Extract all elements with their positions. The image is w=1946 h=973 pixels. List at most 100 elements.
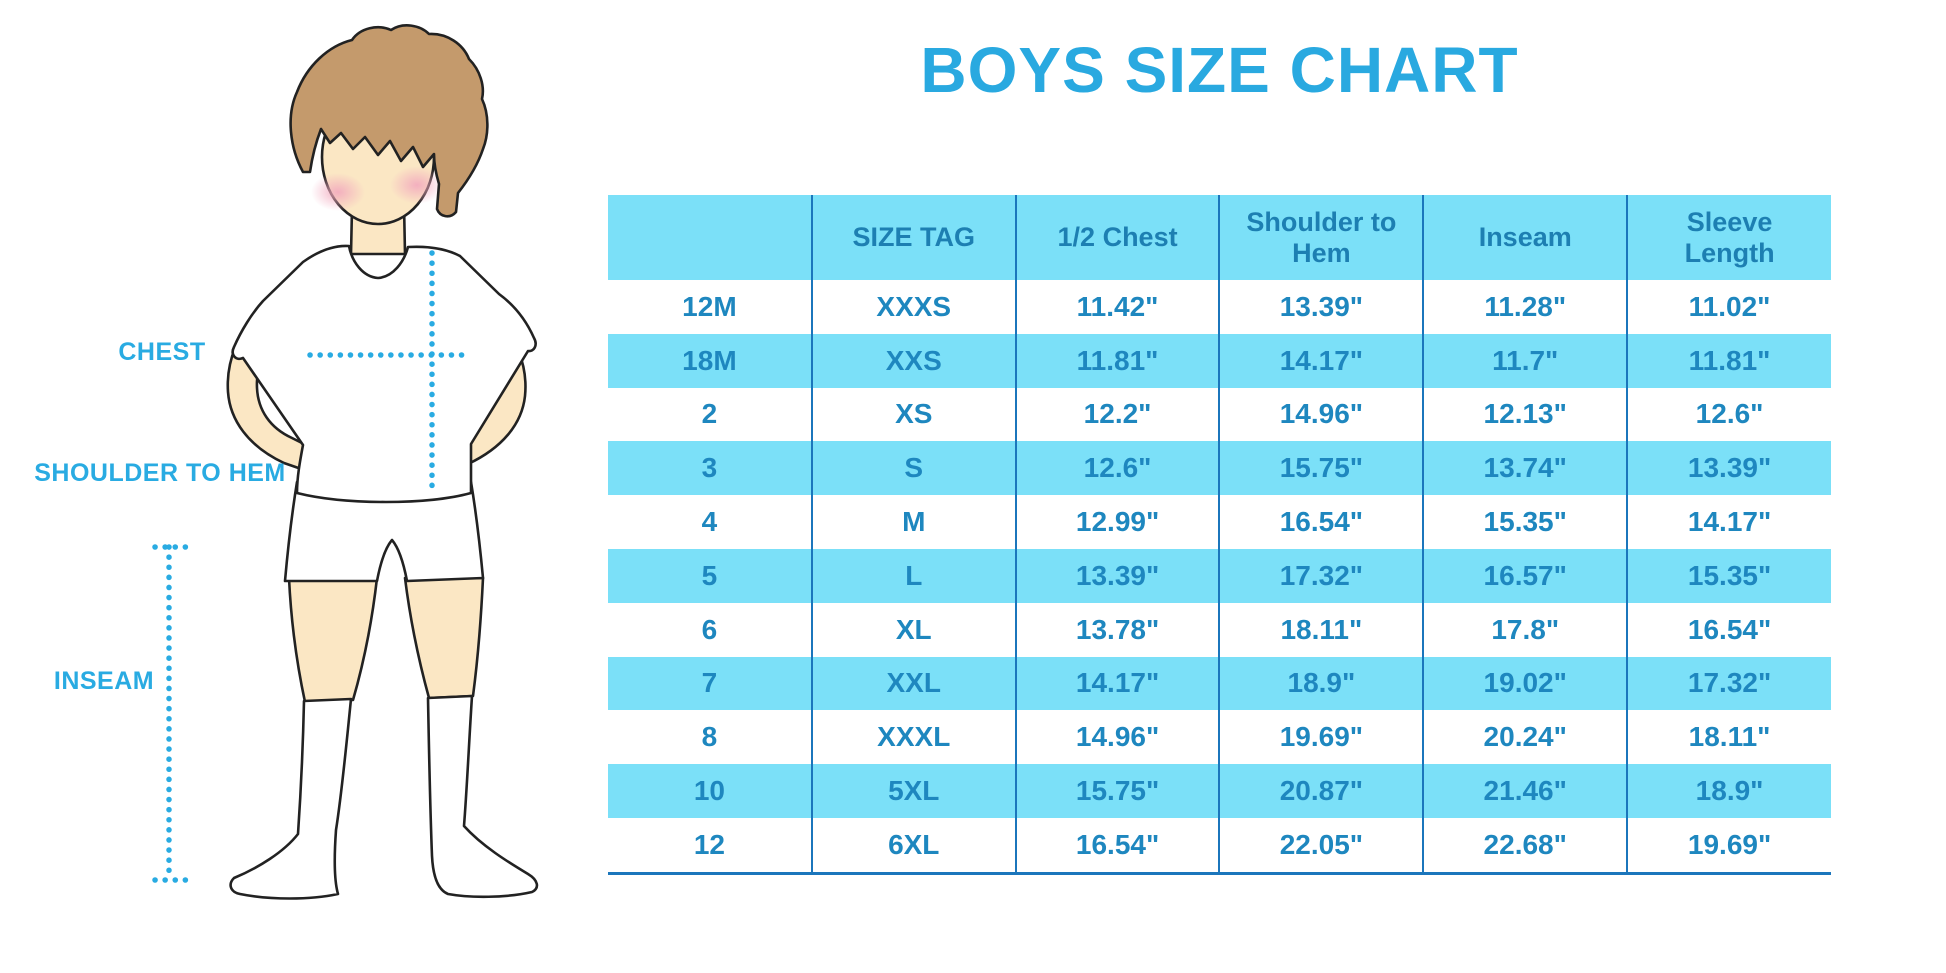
chest-label: CHEST: [118, 338, 206, 366]
cell: XXL: [810, 656, 1016, 711]
row-size-label: 3: [608, 441, 812, 496]
cell: XXXL: [810, 710, 1016, 765]
boy-illustration: [152, 24, 539, 900]
table-row: 12 6XL 16.54" 22.05" 22.68" 19.69": [608, 817, 1831, 875]
boy-shorts: [283, 480, 485, 583]
row-size-label: 6: [701, 613, 718, 645]
row-size-label: 8: [701, 721, 718, 753]
boy-left-sock: [229, 697, 353, 900]
cell: 11.7": [1422, 333, 1628, 388]
shoulder-to-hem-label: SHOULDER TO HEM: [34, 459, 286, 487]
boy-blush-left: [311, 173, 365, 211]
cell: XS: [810, 387, 1016, 442]
inseam-label: INSEAM: [53, 667, 155, 695]
cell: 18.11": [1218, 602, 1424, 657]
inseam-measure-line: [152, 544, 189, 883]
cell: 16.54": [1218, 495, 1424, 549]
cell: 20.24": [1422, 710, 1628, 765]
table-row: 2 XS 12.2" 14.96" 12.13" 12.6": [608, 387, 1831, 442]
cell: 15.75": [1014, 764, 1220, 818]
cell: 14.96": [1014, 710, 1220, 765]
size-table: SIZE TAG 1/2 Chest Shoulder to Hem Inseam Sl…: [608, 195, 1831, 875]
boy-blush-right: [390, 166, 444, 204]
cell: 11.81": [1014, 333, 1220, 388]
cell: 13.39": [1014, 548, 1220, 603]
cell: XL: [810, 602, 1016, 657]
cell: 12.13": [1422, 387, 1628, 442]
row-size-label: 12M: [682, 290, 737, 322]
cell: 14.17": [1626, 495, 1831, 549]
column-header: SIZE TAG: [810, 195, 1016, 280]
cell: 17.32": [1626, 656, 1831, 711]
cell: 18.9": [1626, 764, 1831, 818]
cell: 16.57": [1422, 548, 1628, 603]
boy-hair: [289, 24, 489, 218]
row-size-label: 7: [608, 656, 812, 711]
boy-right-sock: [426, 694, 539, 899]
cell: S: [810, 441, 1016, 496]
row-size-label: 10: [608, 764, 812, 818]
cell: XXS: [810, 333, 1016, 388]
page-title: BOYS SIZE CHART: [920, 34, 1519, 106]
cell: L: [810, 548, 1016, 603]
cell: 18.11": [1626, 710, 1831, 765]
table-row: 7 XXL 14.17" 18.9" 19.02" 17.32": [608, 656, 1831, 711]
cell: 11.42": [1014, 280, 1220, 334]
cell: 21.46": [1422, 764, 1628, 818]
cell: 14.17": [1218, 333, 1424, 388]
cell: 13.74": [1422, 441, 1628, 496]
row-size-label: 12: [608, 817, 812, 875]
column-header: 1/2 Chest: [1014, 195, 1220, 280]
row-size-label: 4: [701, 506, 718, 538]
table-row: 8 XXXL 14.96" 19.69" 20.24" 18.11": [608, 710, 1831, 765]
table-row: 3 S 12.6" 15.75" 13.74" 13.39": [608, 441, 1831, 496]
size-table-header-row: SIZE TAG 1/2 Chest Shoulder to Hem Inseam Sl…: [608, 195, 1831, 280]
row-size-label: 18M: [608, 333, 812, 388]
cell: 19.69": [1626, 817, 1831, 875]
cell: 22.68": [1422, 817, 1628, 875]
cell: 11.81": [1626, 333, 1831, 388]
cell: 15.75": [1218, 441, 1424, 496]
cell: 14.17": [1014, 656, 1220, 711]
cell: 13.78": [1014, 602, 1220, 657]
cell: 20.87": [1218, 764, 1424, 818]
cell: M: [810, 495, 1016, 549]
cell: 15.35": [1422, 495, 1628, 549]
cell: 19.02": [1422, 656, 1628, 711]
size-table-head: SIZE TAG 1/2 Chest Shoulder to Hem Inseam Sl…: [608, 195, 1831, 280]
cell: 5XL: [810, 764, 1016, 818]
row-size-label: 2: [701, 398, 718, 430]
boy-right-leg: [403, 576, 485, 700]
table-row: 12M XXXS 11.42" 13.39" 11.28" 11.02": [608, 280, 1831, 334]
cell: 12.2": [1014, 387, 1220, 442]
cell: XXXS: [810, 280, 1016, 334]
cell: 11.02": [1626, 280, 1831, 334]
table-row: 5 L 13.39" 17.32" 16.57" 15.35": [608, 548, 1831, 603]
cell: 13.39": [1626, 441, 1831, 496]
row-size-label: 5: [608, 548, 812, 603]
cell: 17.8": [1422, 602, 1628, 657]
cell: 12.6": [1014, 441, 1220, 496]
table-row: 6 XL 13.78" 18.11" 17.8" 16.54": [608, 602, 1831, 657]
cell: 15.35": [1626, 548, 1831, 603]
cell: 6XL: [810, 817, 1016, 875]
boy-left-leg: [287, 576, 379, 704]
column-header: Shoulder to Hem: [1218, 195, 1424, 280]
table-row: 18M XXS 11.81" 14.17" 11.7" 11.81": [608, 333, 1831, 388]
cell: 17.32": [1218, 548, 1424, 603]
cell: 16.54": [1014, 817, 1220, 875]
cell: 18.9": [1218, 656, 1424, 711]
column-header: [608, 195, 812, 280]
cell: 12.99": [1014, 495, 1220, 549]
size-table-body: 12M XXXS 11.42" 13.39" 11.28" 11.02" 18M XXS 11.…: [608, 280, 1831, 875]
cell: 12.6": [1626, 387, 1831, 442]
table-row: 10 5XL 15.75" 20.87" 21.46" 18.9": [608, 764, 1831, 818]
column-header: Inseam: [1422, 195, 1628, 280]
cell: 19.69": [1218, 710, 1424, 765]
column-header: Sleeve Length: [1626, 195, 1831, 280]
cell: 16.54": [1626, 602, 1831, 657]
cell: 11.28": [1422, 280, 1628, 334]
cell: 22.05": [1218, 817, 1424, 875]
boy-tshirt: [231, 244, 537, 504]
